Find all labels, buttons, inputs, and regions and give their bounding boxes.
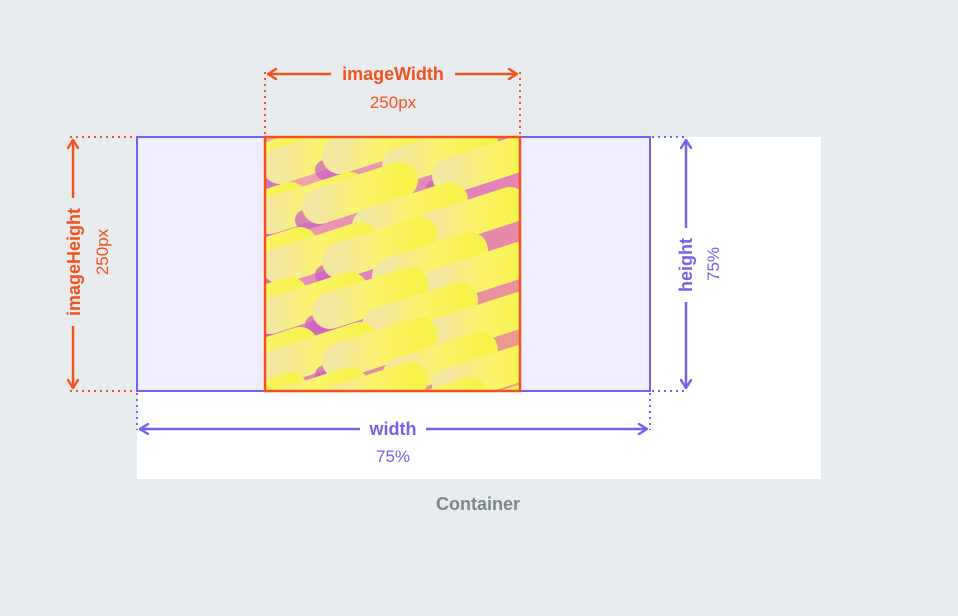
width-value: 75% — [376, 447, 410, 466]
height-value: 75% — [704, 247, 723, 281]
height-dimension: height 75% — [676, 140, 723, 388]
image-height-dimension: imageHeight 250px — [64, 140, 112, 388]
image-height-label: imageHeight — [64, 208, 84, 316]
container-label: Container — [436, 494, 520, 514]
image-border — [263, 135, 522, 393]
image-width-dimension: imageWidth 250px — [268, 64, 517, 112]
height-label: height — [676, 238, 696, 292]
image-width-label: imageWidth — [342, 64, 444, 84]
image-guide-lines — [70, 72, 521, 392]
image — [265, 137, 520, 391]
image-petals — [265, 137, 520, 391]
image-height-value: 250px — [93, 228, 112, 275]
box-guide-lines — [136, 136, 688, 430]
width-label: width — [369, 419, 417, 439]
image-width-value: 250px — [370, 93, 417, 112]
width-dimension: width 75% — [140, 419, 647, 466]
